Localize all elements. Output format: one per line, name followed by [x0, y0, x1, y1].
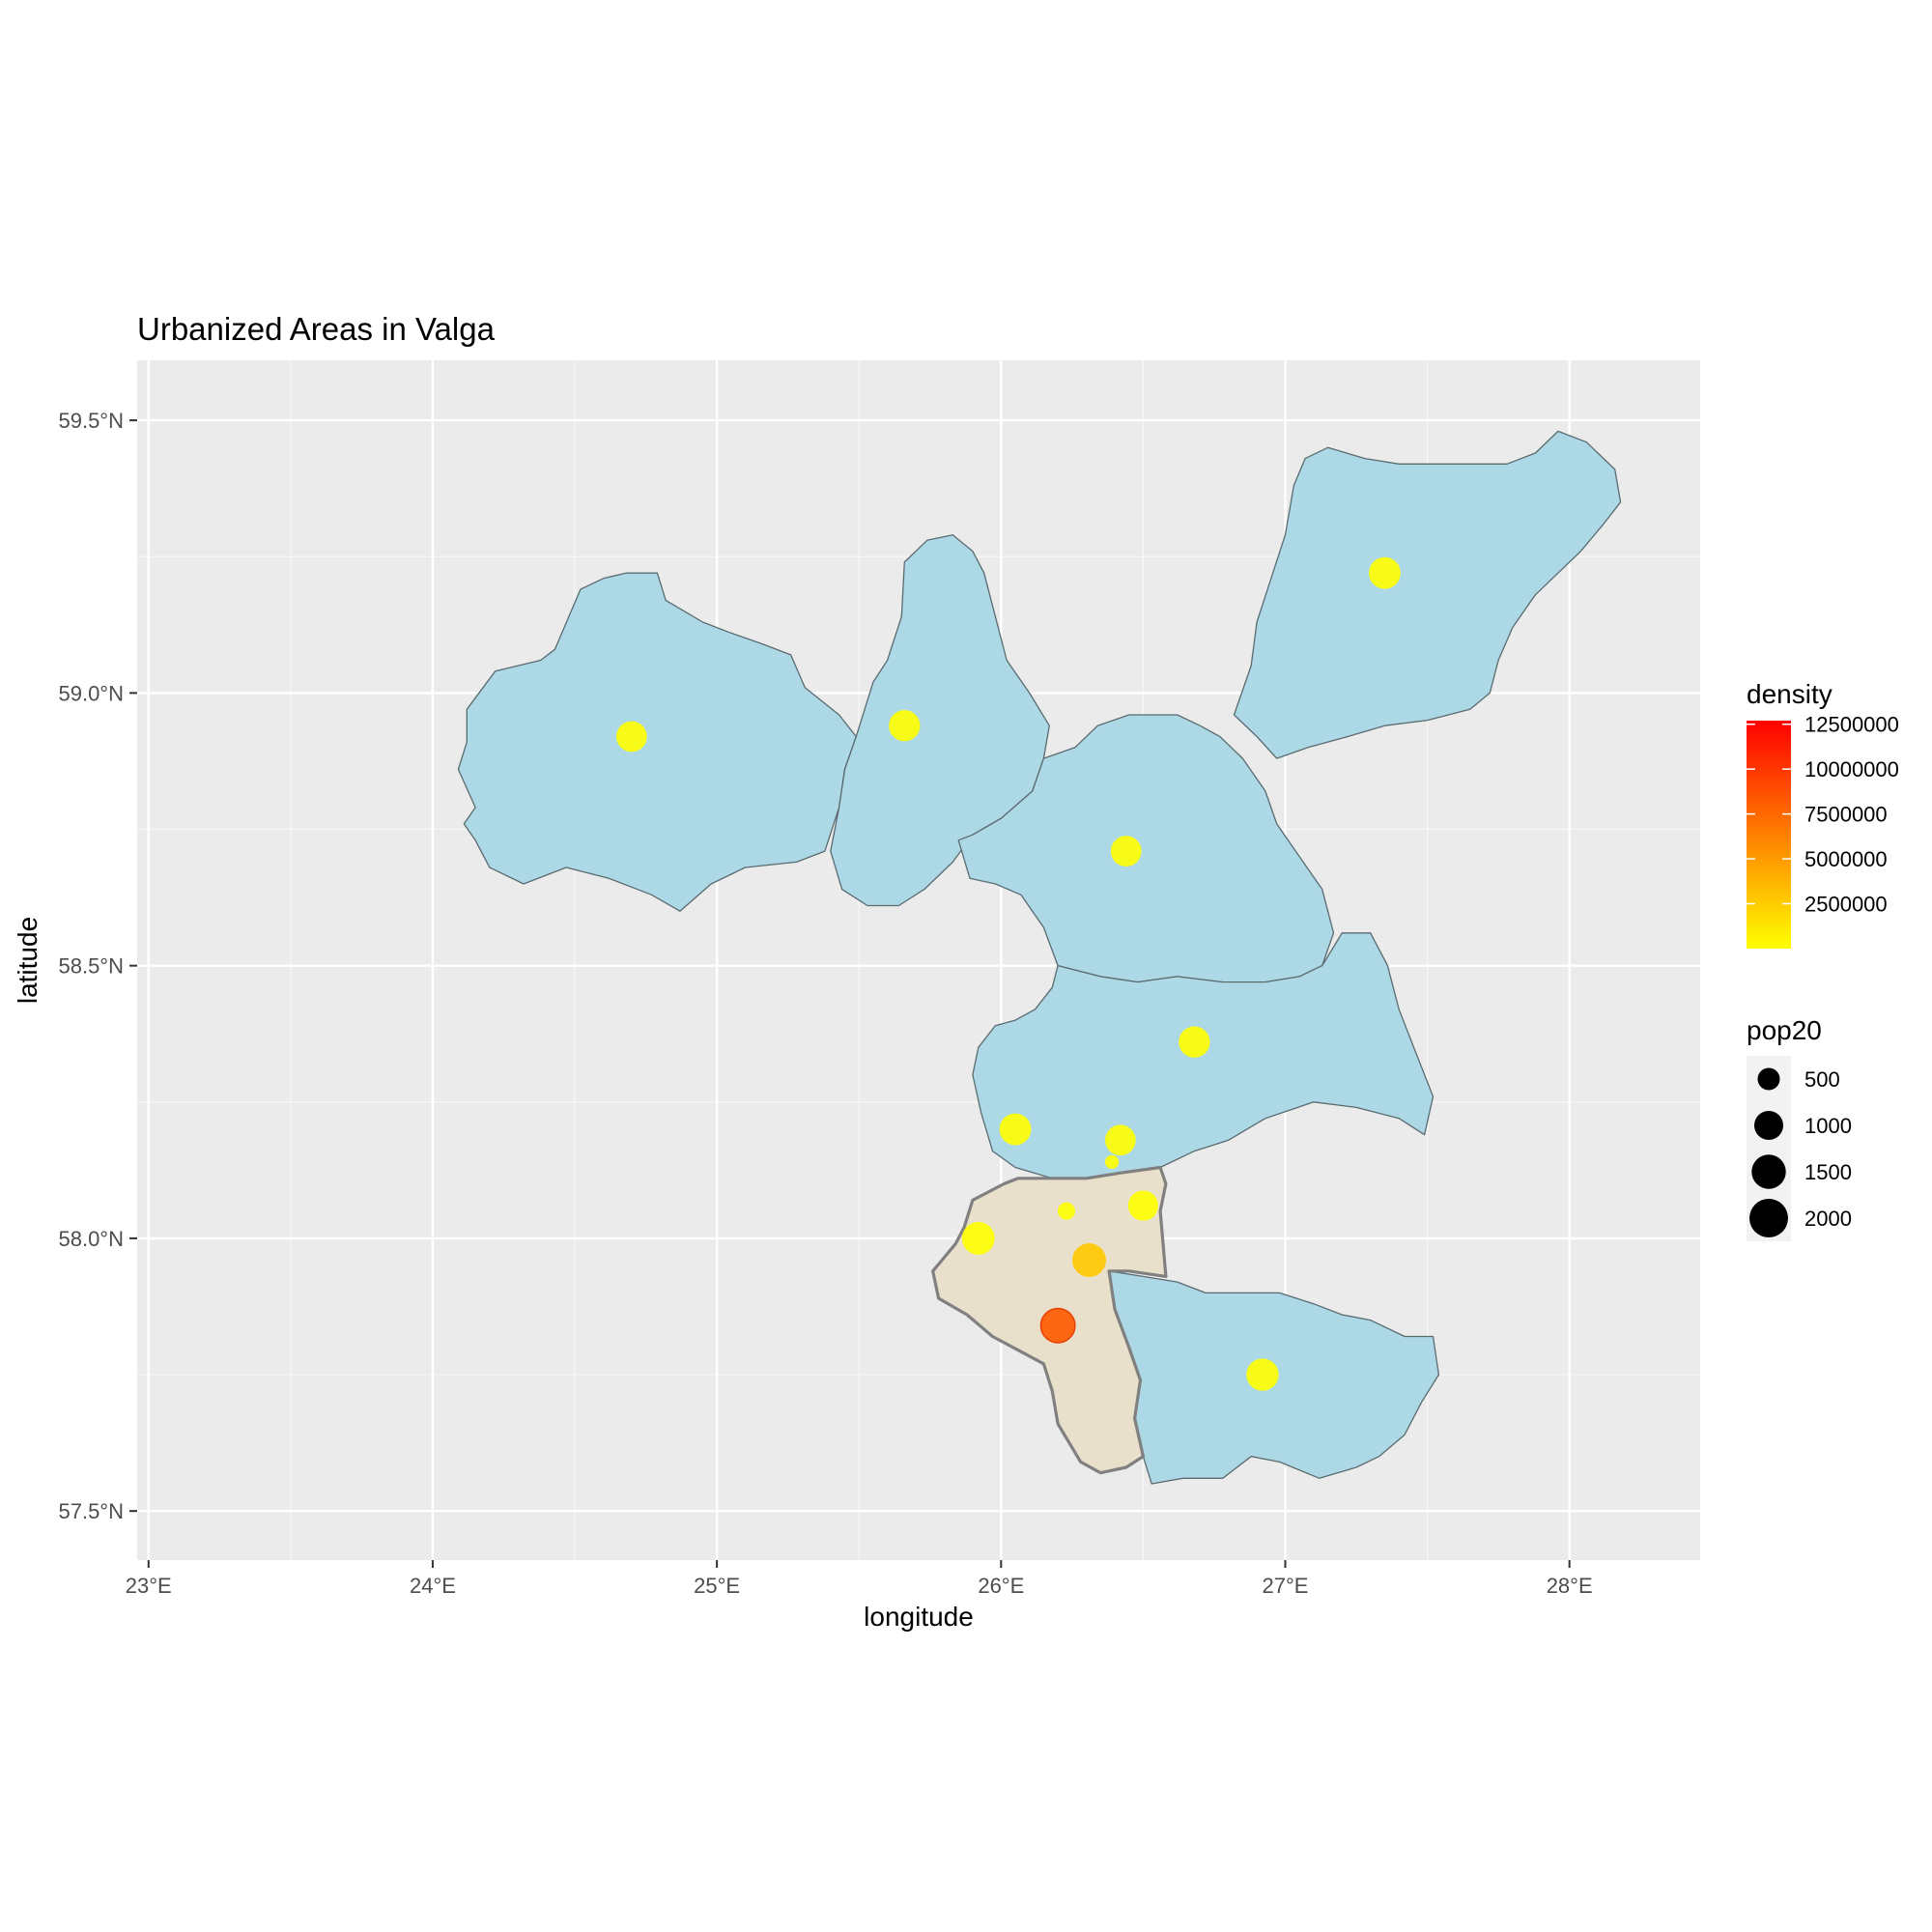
urban-area-point — [1110, 836, 1142, 867]
x-tick-label: 25°E — [694, 1574, 740, 1598]
urban-area-point — [1039, 1307, 1076, 1344]
colorbar-tick-label: 2500000 — [1804, 893, 1888, 917]
grid-minor — [137, 360, 1700, 1560]
y-axis: 57.5°N 58.0°N 58.5°N 59.0°N 59.5°N — [58, 409, 137, 1523]
colorbar-tick-label: 10000000 — [1804, 757, 1899, 781]
urban-area-point — [1127, 1190, 1159, 1221]
y-tick-label: 58.0°N — [58, 1227, 124, 1251]
region-5 — [972, 932, 1435, 1179]
pop20-legend-title: pop20 — [1747, 1015, 1822, 1045]
chart-title: Urbanized Areas in Valga — [137, 311, 496, 347]
pop20-legend-label: 500 — [1804, 1067, 1840, 1092]
pop20-legend-label: 1500 — [1804, 1160, 1852, 1184]
colorbar-tick-label: 7500000 — [1804, 803, 1888, 827]
x-axis-title: longitude — [864, 1602, 974, 1632]
pop20-legend: pop20 500 1000 1500 2000 — [1747, 1015, 1852, 1241]
regions-layer — [457, 430, 1622, 1485]
x-tick-label: 26°E — [978, 1574, 1024, 1598]
density-colorbar-ticks: 2500000 5000000 7500000 10000000 12500000 — [1747, 713, 1899, 917]
urban-area-point — [1104, 1154, 1120, 1170]
pop20-legend-key — [1757, 1067, 1780, 1091]
pop20-legend-label: 2000 — [1804, 1207, 1852, 1231]
urban-area-point — [1057, 1202, 1075, 1220]
urban-area-point — [889, 710, 921, 742]
pop20-legend-key — [1751, 1154, 1786, 1189]
y-tick-label: 57.5°N — [58, 1499, 124, 1523]
y-axis-title: latitude — [13, 917, 43, 1004]
pop20-legend-key — [1753, 1110, 1784, 1141]
urban-area-point — [1104, 1124, 1136, 1156]
x-tick-label: 27°E — [1263, 1574, 1309, 1598]
y-tick-label: 58.5°N — [58, 954, 124, 979]
y-tick-label: 59.0°N — [58, 681, 124, 705]
x-axis: 23°E 24°E 25°E 26°E 27°E 28°E — [126, 1560, 1593, 1598]
x-tick-label: 28°E — [1547, 1574, 1593, 1598]
urban-area-point — [1179, 1026, 1210, 1058]
x-tick-label: 24°E — [410, 1574, 456, 1598]
colorbar-tick-label: 12500000 — [1804, 713, 1899, 737]
density-legend-title: density — [1747, 679, 1833, 709]
urban-area-point — [999, 1113, 1032, 1146]
points-layer — [615, 556, 1401, 1391]
urban-area-point — [1369, 556, 1401, 589]
region-4 — [1233, 430, 1622, 759]
density-colorbar — [1747, 721, 1791, 949]
x-tick-label: 23°E — [126, 1574, 172, 1598]
region-2 — [830, 534, 1050, 907]
urban-area-point — [1072, 1243, 1106, 1277]
urban-area-point — [615, 721, 647, 753]
pop20-legend-entries: 500 1000 1500 2000 — [1749, 1067, 1852, 1237]
density-legend: density 2500000 5000000 7500000 10000000 125… — [1747, 679, 1899, 949]
urban-area-point — [1246, 1358, 1279, 1391]
pop20-legend-label: 1000 — [1804, 1114, 1852, 1138]
urban-area-point — [961, 1221, 995, 1255]
pop20-legend-key — [1749, 1199, 1788, 1237]
y-tick-label: 59.5°N — [58, 409, 124, 433]
colorbar-tick-label: 5000000 — [1804, 847, 1888, 871]
